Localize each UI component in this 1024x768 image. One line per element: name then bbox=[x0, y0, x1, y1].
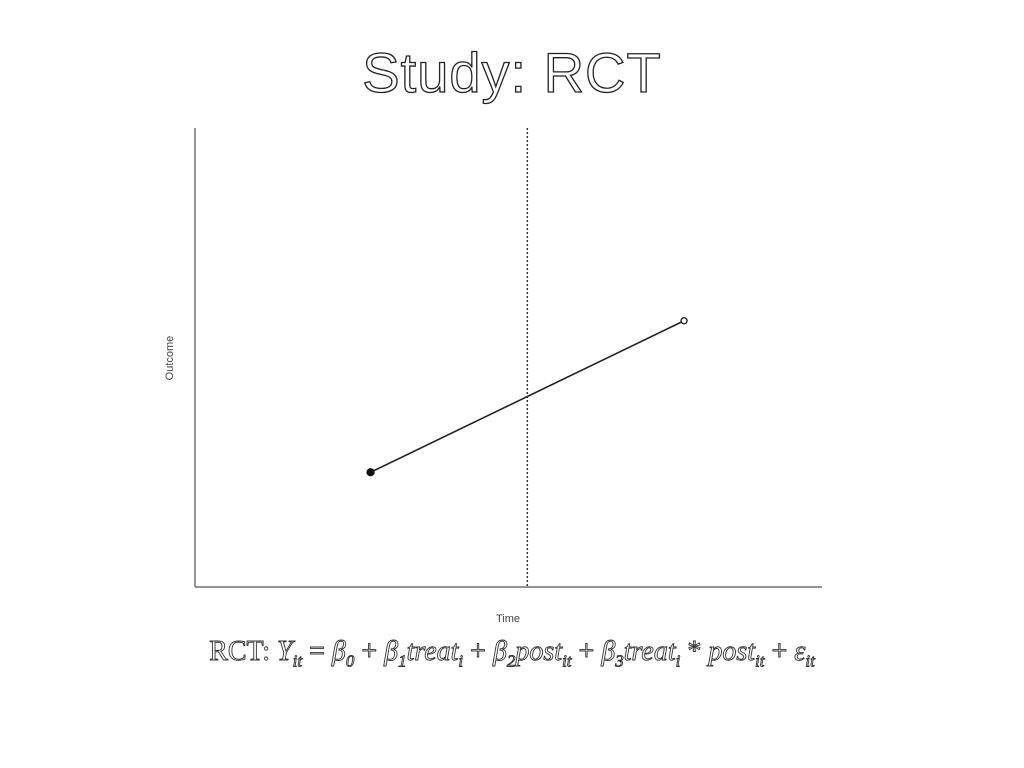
y-axis-label: Outcome bbox=[164, 336, 176, 381]
eq-post: post bbox=[515, 636, 563, 668]
eq-beta1: β bbox=[384, 636, 399, 668]
eq-treat-interaction: treat bbox=[623, 636, 676, 668]
chart-title: Study: RCT bbox=[362, 40, 662, 104]
eq-post-interaction: post bbox=[708, 636, 756, 668]
data-point-0 bbox=[366, 468, 375, 477]
equation-label: RCT: bbox=[209, 636, 271, 668]
x-axis-label: Time bbox=[496, 613, 520, 625]
series-line-0 bbox=[370, 320, 685, 473]
eq-y: Y bbox=[277, 636, 293, 668]
eq-beta3: β bbox=[601, 636, 616, 668]
regression-equation: RCT: Yit = β0 + β1treati + β2postit + β3… bbox=[209, 636, 816, 671]
eq-beta0: β bbox=[331, 636, 346, 668]
eq-beta2: β bbox=[492, 636, 507, 668]
data-point-1 bbox=[680, 317, 688, 325]
eq-treat: treat bbox=[406, 636, 459, 668]
eq-epsilon: ε bbox=[794, 636, 806, 668]
